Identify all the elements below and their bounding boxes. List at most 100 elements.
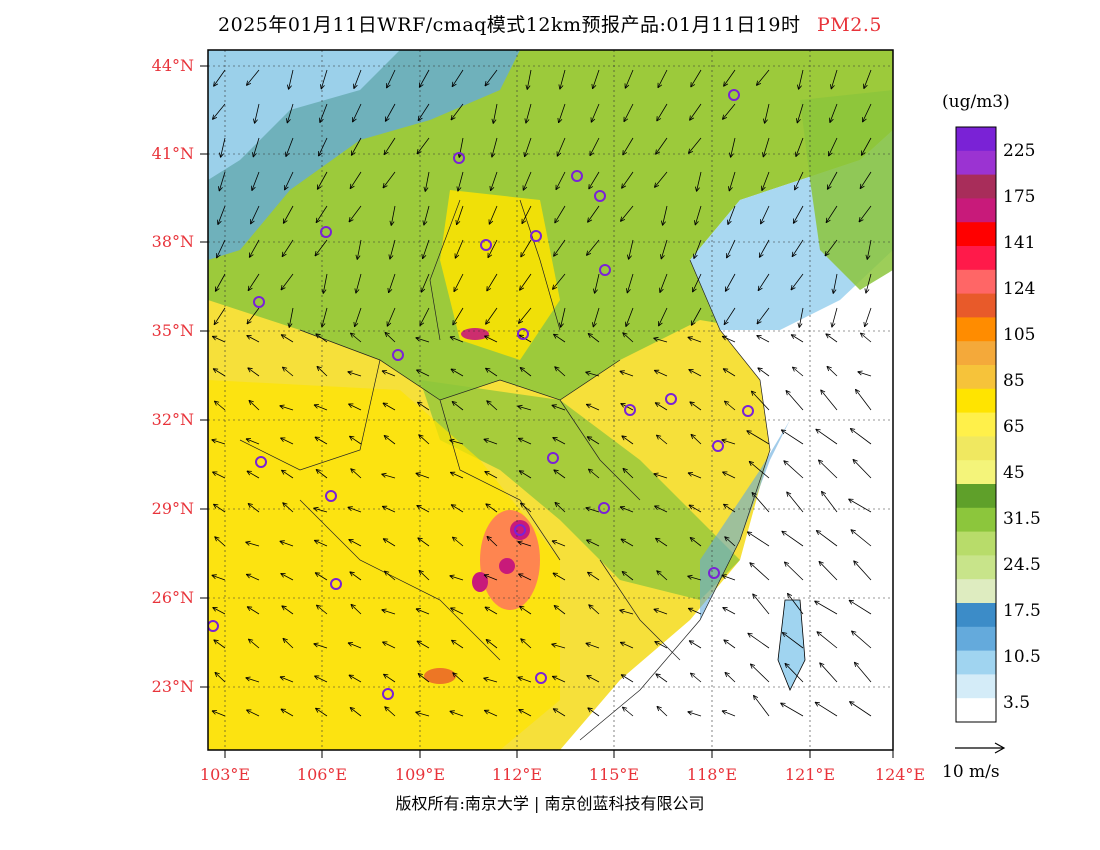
colorbar-swatch [956, 150, 996, 176]
wind-arrow [519, 605, 532, 615]
colorbar-swatch [956, 507, 996, 533]
wind-arrow-head [722, 117, 728, 120]
wind-arrow-head [656, 706, 660, 712]
wind-arrow [654, 369, 668, 377]
wind-arrow [760, 205, 770, 225]
wind-arrow-head [694, 220, 696, 226]
wind-arrow-head [747, 632, 753, 635]
wind-arrow [753, 694, 770, 717]
wind-arrow [316, 366, 328, 377]
wind-arrow [389, 239, 396, 260]
wind-arrow-head [386, 84, 391, 89]
wind-arrow-head [417, 673, 421, 678]
wind-arrow-head [450, 607, 454, 613]
wind-arrow-head [866, 255, 871, 260]
wind-arrow [316, 171, 328, 190]
wind-arrow-head [419, 322, 425, 327]
wind-arrow [315, 469, 328, 479]
wind-arrow [313, 643, 328, 649]
wind-arrow-head [724, 400, 730, 403]
wind-arrow-head [518, 321, 524, 324]
wind-arrow-head [762, 153, 767, 158]
wind-arrow-head [246, 319, 249, 325]
wind-arrow-head [483, 438, 488, 444]
wind-arrow [246, 606, 260, 615]
wind-arrow [213, 69, 226, 87]
wind-arrow [349, 171, 362, 190]
wind-arrow [214, 400, 226, 411]
wind-arrow-head [213, 503, 219, 506]
wind-arrow-head [486, 400, 492, 403]
wind-arrow [424, 171, 430, 192]
wind-arrow-head [484, 606, 489, 612]
wind-arrow-head [654, 185, 660, 188]
wind-arrow-head [727, 220, 732, 225]
colorbar-swatch [956, 222, 996, 247]
wind-arrow [280, 437, 294, 445]
wind-arrow [486, 400, 498, 411]
wind-arrow-head [314, 253, 320, 257]
wind-arrow-head [620, 219, 626, 222]
wind-arrow-head [747, 531, 753, 533]
wind-arrow [687, 472, 702, 479]
wind-arrow-head [288, 85, 292, 90]
lon-label-118: 118°E [686, 765, 738, 784]
wind-arrow-head [322, 289, 327, 294]
wind-arrow-head [814, 701, 819, 707]
wind-arrow-head [653, 337, 658, 342]
wind-arrow-head [282, 638, 286, 644]
wind-arrow-head [519, 605, 523, 611]
colorbar-label-65: 65 [1003, 417, 1025, 437]
wind-arrow-head [252, 153, 257, 158]
pm-region-shanxi [440, 190, 560, 360]
wind-arrow-head [353, 84, 358, 89]
wind-arrow [853, 661, 872, 683]
wind-arrow-head [688, 504, 693, 510]
wind-arrow-head [751, 492, 754, 498]
wind-arrow-head [520, 638, 526, 641]
wind-arrow-head [728, 187, 733, 192]
wind-arrow-head [449, 710, 455, 712]
wind-arrow-head [619, 370, 624, 376]
wind-arrow [860, 137, 872, 156]
wind-arrow-head [320, 84, 322, 90]
wind-arrow [866, 239, 872, 260]
wind-arrow [218, 171, 226, 192]
wind-arrow-head [848, 599, 853, 605]
wind-arrow [451, 69, 464, 88]
lat-label-35: 35°N [151, 321, 194, 340]
wind-arrow-head [415, 472, 421, 474]
wind-arrow [284, 171, 294, 191]
wind-arrow [850, 529, 872, 547]
wind-arrow-head [519, 470, 525, 472]
wind-arrow-head [389, 255, 394, 260]
wind-arrow-head [756, 80, 758, 86]
wind-arrow-head [653, 370, 658, 375]
wind-arrow-head [355, 254, 358, 260]
wind-arrow-head [526, 85, 531, 90]
wind-arrow-head [621, 706, 625, 712]
wind-arrow-head [492, 119, 497, 124]
wind-arrow-head [554, 366, 557, 372]
wind-arrow-head [787, 592, 792, 596]
wind-arrow-head [552, 437, 556, 442]
wind-arrow-head [816, 530, 822, 532]
wind-arrow-head [417, 673, 423, 675]
wind-arrow [723, 503, 736, 513]
wind-arrow [212, 103, 226, 120]
wind-arrow [315, 205, 328, 224]
wind-arrow [488, 205, 498, 225]
wind-arrow-head [314, 675, 318, 681]
wind-arrow-head [783, 561, 787, 567]
colorbar-label-124: 124 [1003, 279, 1036, 299]
wind-arrow [721, 439, 736, 445]
wind-arrow-head [524, 153, 529, 158]
wind-arrow-head [315, 707, 319, 713]
wind-arrow [212, 471, 226, 479]
wind-arrow-head [252, 152, 254, 158]
wind-arrow [282, 502, 294, 513]
wind-arrow-head [383, 149, 386, 155]
wind-arrow-head [621, 183, 623, 189]
wind-arrow-head [759, 254, 764, 258]
wind-arrow-head [246, 606, 251, 612]
